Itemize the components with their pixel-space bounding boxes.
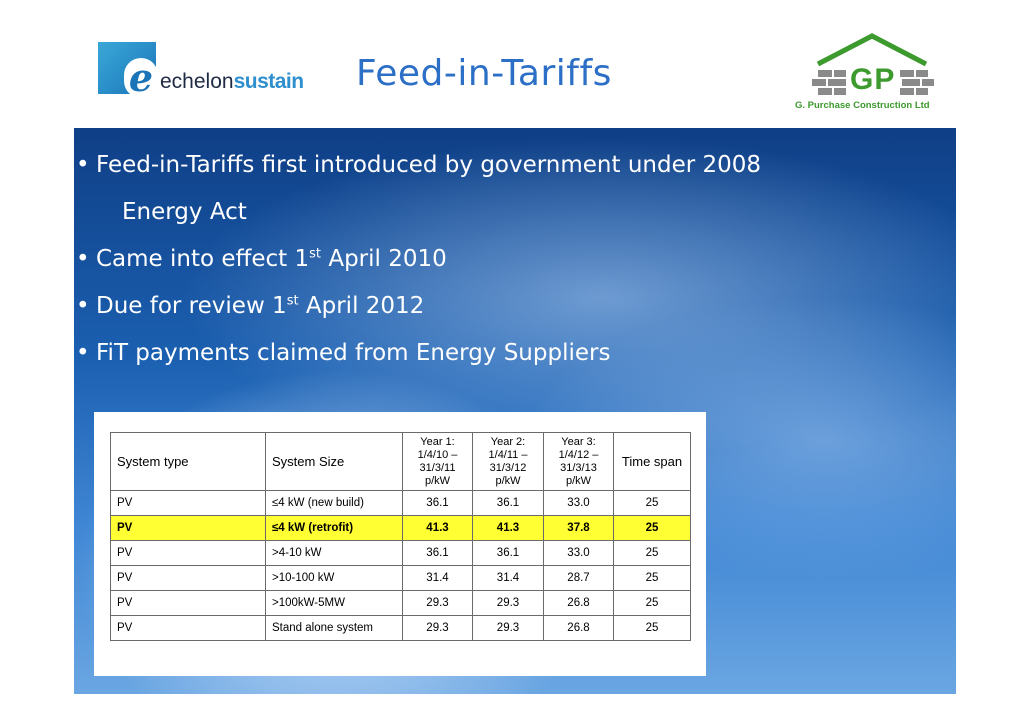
bullet-item: • Came into effect 1st April 2010	[76, 246, 447, 272]
echelon-logo-text: echelonsustain	[160, 70, 304, 93]
cell-year1: 36.1	[402, 540, 473, 566]
table-row: PV >100kW-5MW 29.3 29.3 26.8 25	[110, 590, 691, 616]
cell-system-size: Stand alone system	[265, 615, 403, 641]
cell-time-span: 25	[613, 540, 691, 566]
bullet-dot: •	[76, 152, 90, 178]
tariff-table-card: System type System Size Year 1: 1/4/10 –3…	[94, 412, 706, 676]
cell-year1: 41.3	[402, 515, 473, 541]
cell-year1: 36.1	[402, 490, 473, 516]
cell-year3: 26.8	[543, 590, 614, 616]
cell-year3: 37.8	[543, 515, 614, 541]
cell-year2: 29.3	[472, 615, 544, 641]
gp-company-name: G. Purchase Construction Ltd	[795, 100, 930, 111]
cell-system-type: PV	[110, 565, 266, 591]
cell-year1: 29.3	[402, 615, 473, 641]
col-header-year2: Year 2: 1/4/11 –31/3/12 p/kW	[472, 432, 544, 491]
bullet-item: • FiT payments claimed from Energy Suppli…	[76, 340, 611, 366]
cell-time-span: 25	[613, 615, 691, 641]
bullet-continuation: Energy Act	[122, 199, 247, 225]
cell-year2: 31.4	[472, 565, 544, 591]
tariff-table: System type System Size Year 1: 1/4/10 –3…	[110, 432, 691, 641]
col-header-system-size: System Size	[265, 432, 403, 491]
cell-year2: 36.1	[472, 490, 544, 516]
table-row: PV Stand alone system 29.3 29.3 26.8 25	[110, 615, 691, 641]
table-row-highlighted: PV ≤4 kW (retrofit) 41.3 41.3 37.8 25	[110, 515, 691, 541]
cell-system-type: PV	[110, 615, 266, 641]
table-row: PV >10-100 kW 31.4 31.4 28.7 25	[110, 565, 691, 591]
bullet-list: • Feed-in-Tariffs first introduced by gov…	[74, 152, 954, 367]
cell-year1: 31.4	[402, 565, 473, 591]
gp-logo-letters: GP	[850, 63, 896, 96]
bullet-item: • Feed-in-Tariffs first introduced by gov…	[76, 152, 762, 178]
col-header-time-span: Time span	[613, 432, 691, 491]
cell-time-span: 25	[613, 590, 691, 616]
cell-year3: 26.8	[543, 615, 614, 641]
cell-year1: 29.3	[402, 590, 473, 616]
bullet-dot: •	[76, 340, 90, 366]
bullet-item: • Due for review 1st April 2012	[76, 293, 425, 319]
cell-time-span: 25	[613, 515, 691, 541]
cell-year3: 33.0	[543, 540, 614, 566]
cell-system-size: ≤4 kW (retrofit)	[265, 515, 403, 541]
cell-time-span: 25	[613, 490, 691, 516]
content-panel: • Feed-in-Tariffs first introduced by gov…	[74, 128, 956, 694]
cell-year2: 36.1	[472, 540, 544, 566]
cell-system-size: >4-10 kW	[265, 540, 403, 566]
cell-year2: 29.3	[472, 590, 544, 616]
cell-time-span: 25	[613, 565, 691, 591]
cell-system-size: >100kW-5MW	[265, 590, 403, 616]
cell-system-type: PV	[110, 515, 266, 541]
gp-construction-logo: GP G. Purchase Construction Ltd	[790, 30, 950, 114]
col-header-year1: Year 1: 1/4/10 –31/3/11 p/kW	[402, 432, 473, 491]
table-header-row: System type System Size Year 1: 1/4/10 –3…	[110, 432, 691, 491]
cell-year3: 33.0	[543, 490, 614, 516]
table-row: PV >4-10 kW 36.1 36.1 33.0 25	[110, 540, 691, 566]
page-title: Feed-in-Tariffs	[356, 53, 612, 94]
cell-system-size: ≤4 kW (new build)	[265, 490, 403, 516]
cell-year2: 41.3	[472, 515, 544, 541]
bullet-dot: •	[76, 246, 90, 272]
cell-year3: 28.7	[543, 565, 614, 591]
cell-system-type: PV	[110, 490, 266, 516]
cell-system-type: PV	[110, 540, 266, 566]
cell-system-type: PV	[110, 590, 266, 616]
cell-system-size: >10-100 kW	[265, 565, 403, 591]
col-header-system-type: System type	[110, 432, 266, 491]
house-roof-icon	[812, 33, 934, 95]
echelon-e-icon: e	[124, 58, 158, 98]
col-header-year3: Year 3: 1/4/12 –31/3/13 p/kW	[543, 432, 614, 491]
echelon-sustain-logo: e echelonsustain	[98, 42, 368, 100]
table-row: PV ≤4 kW (new build) 36.1 36.1 33.0 25	[110, 490, 691, 516]
bullet-dot: •	[76, 293, 90, 319]
